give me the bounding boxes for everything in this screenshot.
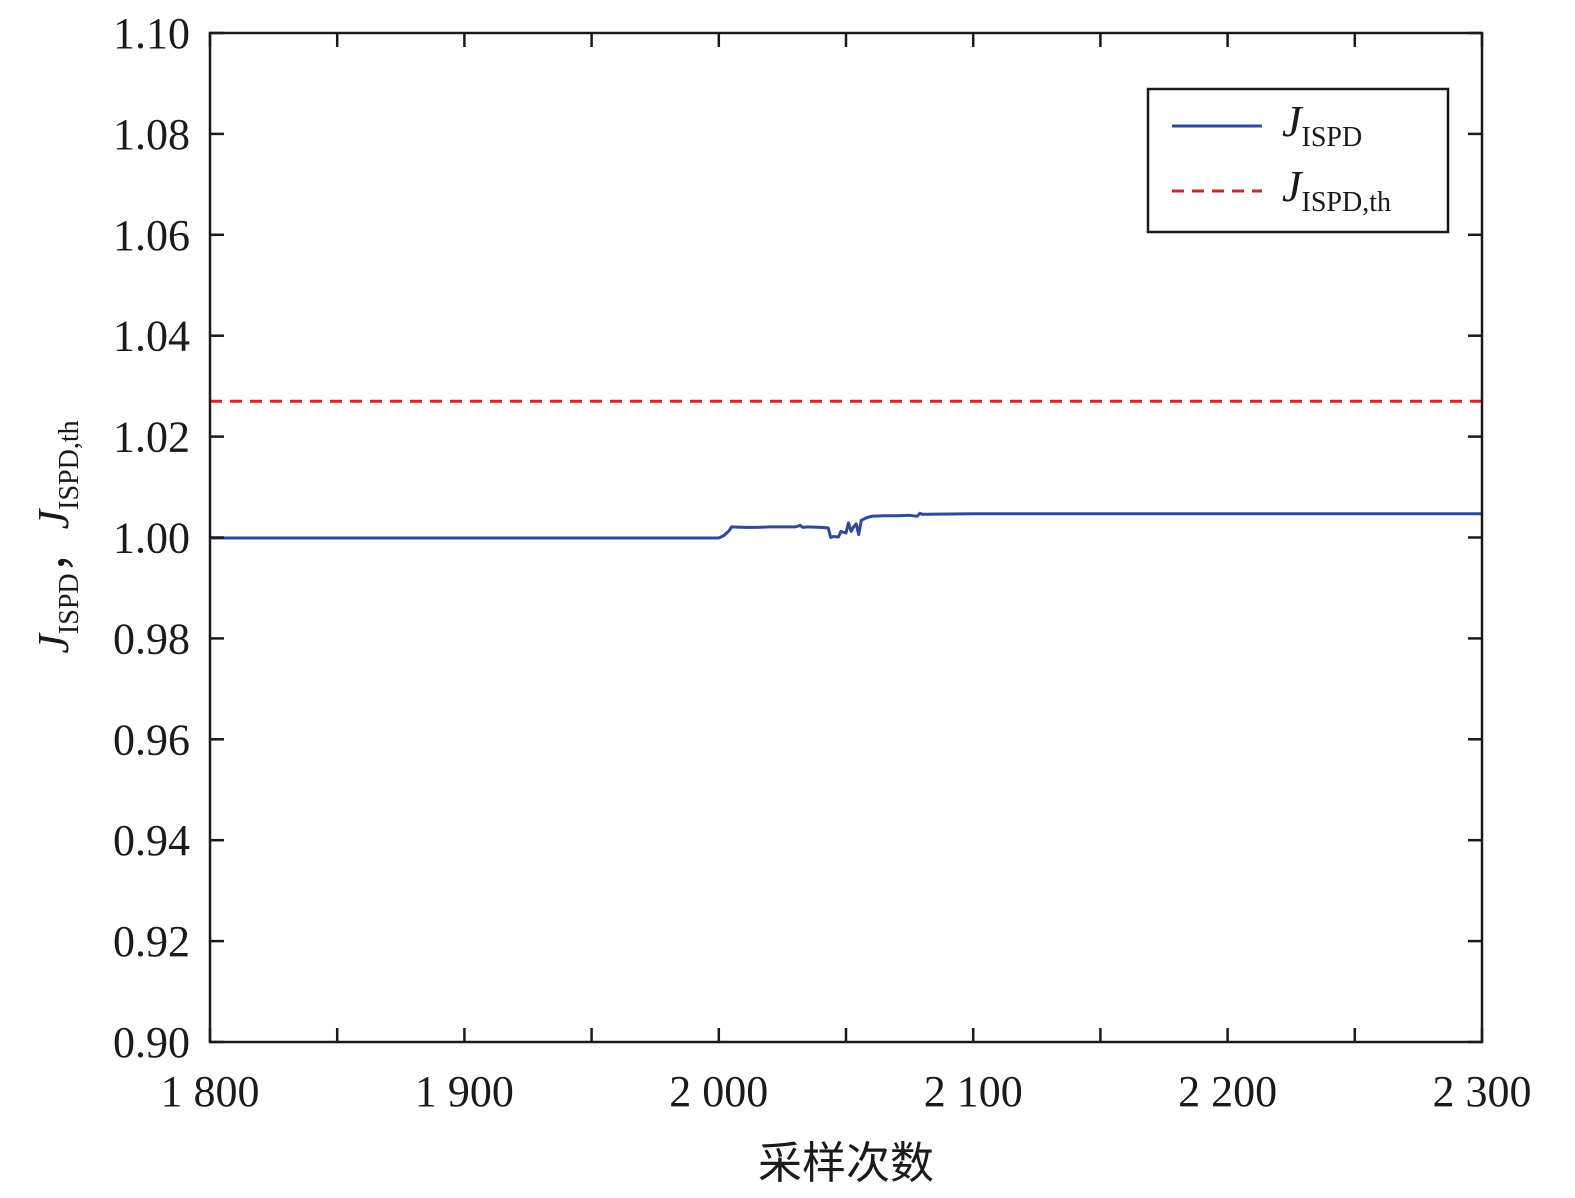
x-tick-label: 2 200: [1178, 1067, 1277, 1116]
y-label-j1: J: [29, 632, 78, 654]
y-label-j2: J: [29, 507, 78, 529]
legend: JISPD JISPD,th: [1146, 87, 1450, 234]
ticks-layer: [208, 31, 1484, 1044]
y-tick-label: 1.10: [113, 9, 190, 58]
legend-box: [1146, 87, 1450, 234]
y-tick-label: 0.96: [113, 715, 190, 764]
legend-label-j-ispd: JISPD: [1282, 97, 1362, 153]
y-tick-label: 0.98: [113, 614, 190, 663]
y-tick-label: 1.06: [113, 211, 190, 260]
legend-label-j-ispd-th-sub: ISPD,th: [1302, 187, 1391, 218]
x-axis-label: 采样次数: [758, 1139, 934, 1188]
y-tick-label: 0.94: [113, 816, 190, 865]
tick-labels: 0.90 0.92 0.94 0.96 0.98 1.00 1.02 1.04 1.06 1.08…: [113, 9, 1532, 1116]
y-tick-label: 1.04: [113, 312, 190, 361]
legend-label-j-ispd-th: JISPD,th: [1282, 162, 1391, 218]
legend-label-j-ispd-sub: ISPD: [1302, 122, 1363, 153]
x-tick-label: 1 900: [415, 1067, 514, 1116]
y-tick-label: 0.92: [113, 917, 190, 966]
series-line-j-ispd: [209, 511, 1482, 540]
y-tick-label: 1.02: [113, 413, 190, 462]
y-tick-label: 0.90: [113, 1018, 190, 1067]
y-label-sub1: ISPD: [54, 573, 85, 634]
y-axis-label: JISPD，JISPD,th: [29, 420, 85, 653]
y-label-sub2: ISPD,th: [54, 420, 85, 509]
y-tick-label: 1.00: [113, 514, 190, 563]
y-tick-label: 1.08: [113, 110, 190, 159]
legend-label-j-ispd-main: J: [1282, 97, 1304, 146]
x-tick-label: 2 100: [924, 1067, 1023, 1116]
series-layer: [209, 399, 1482, 540]
x-tick-label: 2 300: [1433, 1067, 1532, 1116]
svg-text:JISPD，JISPD,th: JISPD，JISPD,th: [29, 420, 85, 653]
x-tick-label: 1 800: [161, 1067, 260, 1116]
legend-label-j-ispd-th-main: J: [1282, 162, 1304, 211]
y-label-sep: ，: [29, 529, 78, 573]
x-tick-label: 2 000: [669, 1067, 768, 1116]
